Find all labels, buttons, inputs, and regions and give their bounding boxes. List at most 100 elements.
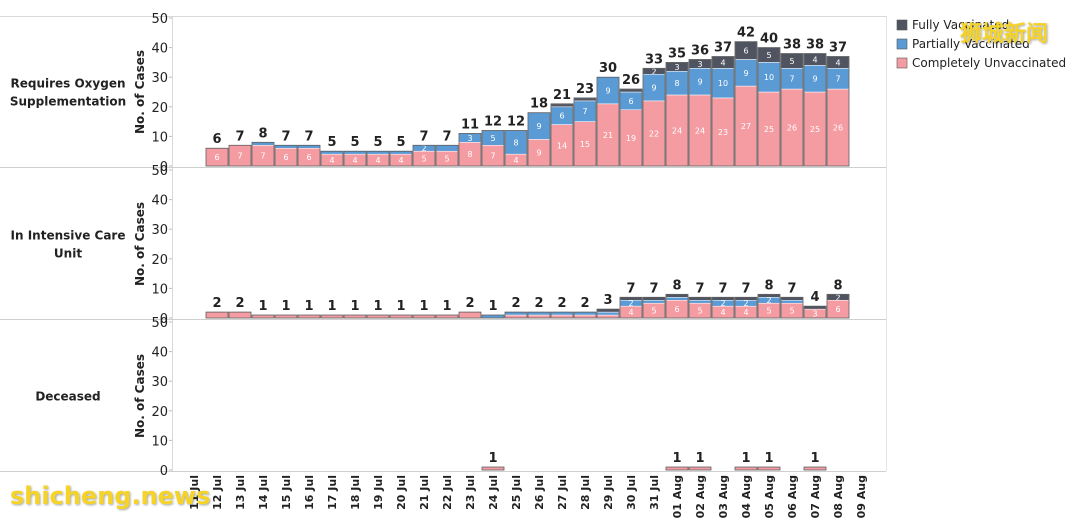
bar-segment-unvaccinated — [688, 466, 712, 471]
bar-segment-fully-vaccinated — [711, 297, 735, 301]
bar-total-label: 35 — [668, 46, 686, 61]
bar-segment-partially-vaccinated — [550, 311, 574, 316]
bar-segment-label: 4 — [513, 156, 518, 165]
bar-segment-unvaccinated — [504, 314, 528, 319]
bar-segment-label: 7 — [835, 75, 840, 84]
bar-segment-label: 4 — [628, 308, 633, 317]
bar-outline — [665, 62, 689, 167]
bar-segment-label: 9 — [536, 122, 541, 131]
bar-segment-unvaccinated — [412, 314, 436, 319]
x-tick-label: 25 Jul — [510, 475, 523, 510]
x-tick-label: 19 Jul — [372, 475, 385, 510]
bar-outline — [803, 466, 827, 471]
legend-label: Fully Vaccinated — [912, 18, 1009, 32]
bar-segment-partially-vaccinated — [665, 297, 689, 301]
x-tick-label: 26 Jul — [533, 475, 546, 510]
bar-outline — [596, 76, 620, 167]
x-tick-label: 23 Jul — [464, 475, 477, 510]
bar-segment-label: 5 — [766, 51, 771, 60]
bar-segment-unvaccinated — [550, 314, 574, 319]
bar-outline — [665, 466, 689, 471]
legend-swatch — [896, 57, 908, 69]
x-tick-label: 17 Jul — [326, 475, 339, 510]
bar-segment-partially-vaccinated — [435, 145, 459, 152]
bar-total-label: 7 — [281, 129, 290, 144]
bar-segment-unvaccinated — [481, 466, 505, 471]
bar-segment-fully-vaccinated — [573, 97, 597, 102]
bar-total-label: 7 — [649, 281, 658, 296]
bar-total-label: 2 — [534, 296, 543, 311]
bar-segment-label: 9 — [743, 69, 748, 78]
bar-outline — [619, 88, 643, 167]
bar-segment-fully-vaccinated — [734, 297, 758, 301]
bar-segment-partially-vaccinated — [297, 145, 321, 149]
bar-total-label: 40 — [760, 32, 778, 47]
row-header-label: Supplementation — [10, 95, 126, 109]
watermark-bottom-left: shicheng.news — [10, 482, 211, 510]
x-tick-label: 30 Jul — [625, 475, 638, 510]
bar-outline — [458, 311, 482, 319]
bar-outline — [412, 144, 436, 167]
bar-segment-unvaccinated — [274, 314, 298, 319]
bar-segment-label: 9 — [536, 149, 541, 158]
bar-outline — [757, 466, 781, 471]
bar-total-label: 7 — [419, 129, 428, 144]
y-tick-label: 30 — [151, 375, 168, 390]
bar-segment-fully-vaccinated — [619, 297, 643, 301]
bar-segment-label: 4 — [352, 156, 357, 165]
bar-segment-partially-vaccinated — [481, 314, 505, 319]
bar-outline — [527, 311, 551, 319]
bar-segment-label: 24 — [672, 126, 682, 135]
bar-total-label: 5 — [327, 135, 336, 150]
bar-total-label: 1 — [258, 299, 267, 314]
bar-segment-label: 27 — [741, 122, 751, 131]
bar-segment-label: 5 — [766, 307, 771, 316]
bar-segment-unvaccinated — [343, 314, 367, 319]
bar-total-label: 12 — [484, 114, 502, 129]
bar-segment-label: 6 — [674, 305, 679, 314]
bar-outline — [734, 41, 758, 167]
bar-outline — [251, 141, 275, 167]
y-tick-label: 30 — [151, 223, 168, 238]
bar-total-label: 12 — [507, 114, 525, 129]
bar-outline — [320, 150, 344, 167]
x-tick-label: 31 Jul — [648, 475, 661, 510]
legend-label: Partially Vaccinated — [912, 37, 1030, 51]
y-tick-label: 10 — [151, 282, 168, 297]
bar-segment-label: 5 — [789, 57, 794, 66]
bar-segment-fully-vaccinated — [619, 88, 643, 93]
bar-segment-label: 5 — [697, 307, 702, 316]
legend-swatch — [896, 38, 908, 50]
bar-outline — [481, 130, 505, 167]
bar-outline — [688, 466, 712, 471]
bar-segment-label: 7 — [789, 75, 794, 84]
bar-segment-unvaccinated — [389, 314, 413, 319]
bar-segment-label: 15 — [580, 140, 590, 149]
x-tick-label: 16 Jul — [303, 475, 316, 510]
bar-total-label: 37 — [829, 40, 847, 55]
bar-total-label: 2 — [557, 296, 566, 311]
bar-total-label: 7 — [235, 129, 244, 144]
x-tick-label: 28 Jul — [579, 475, 592, 510]
bar-segment-label: 3 — [674, 63, 679, 72]
bar-segment-label: 6 — [306, 153, 311, 162]
bar-outline — [274, 144, 298, 167]
bar-segment-unvaccinated — [366, 314, 390, 319]
bar-total-label: 38 — [783, 38, 801, 53]
bar-outline — [780, 296, 804, 319]
bar-total-label: 1 — [419, 299, 428, 314]
bar-total-label: 4 — [810, 290, 819, 305]
bar-total-label: 1 — [672, 451, 681, 466]
bar-total-label: 1 — [442, 299, 451, 314]
bar-segment-label: 22 — [649, 129, 659, 138]
bar-total-label: 1 — [695, 451, 704, 466]
bar-total-label: 1 — [281, 299, 290, 314]
bar-total-label: 5 — [350, 135, 359, 150]
bar-outline — [734, 296, 758, 319]
bar-segment-label: 4 — [835, 58, 840, 67]
bar-segment-unvaccinated — [757, 466, 781, 471]
legend-label: Completely Unvaccinated — [912, 56, 1066, 70]
bar-segment-label: 4 — [812, 55, 817, 64]
bar-total-label: 1 — [741, 451, 750, 466]
